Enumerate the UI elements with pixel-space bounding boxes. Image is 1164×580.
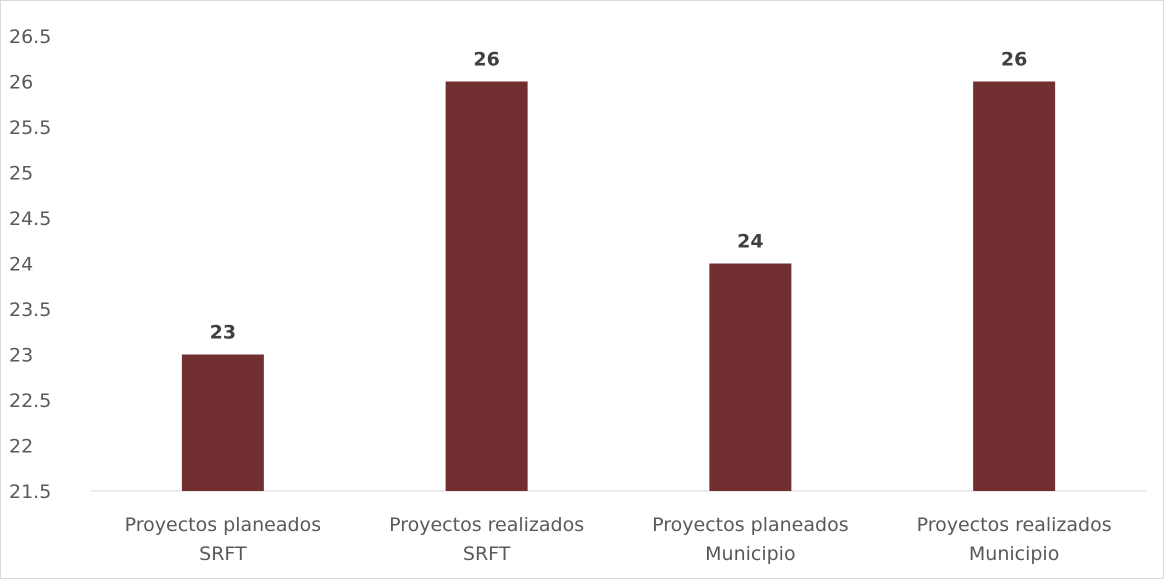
category-label: Municipio xyxy=(705,543,795,565)
bar xyxy=(973,81,1056,491)
data-label: 26 xyxy=(473,49,499,71)
data-label: 24 xyxy=(737,231,763,253)
y-tick-label: 26 xyxy=(9,72,33,94)
y-tick-label: 22 xyxy=(9,436,33,458)
category-label: SRFT xyxy=(199,543,247,565)
y-tick-label: 26.5 xyxy=(9,26,51,48)
y-tick-label: 25.5 xyxy=(9,117,51,139)
bar xyxy=(445,81,528,491)
data-label: 23 xyxy=(210,322,236,344)
category-label: Municipio xyxy=(969,543,1059,565)
y-tick-label: 23 xyxy=(9,345,33,367)
data-label: 26 xyxy=(1001,49,1027,71)
y-tick-label: 21.5 xyxy=(9,481,51,503)
category-label: SRFT xyxy=(463,543,511,565)
y-tick-label: 22.5 xyxy=(9,390,51,412)
bar xyxy=(709,263,792,491)
y-tick-label: 25 xyxy=(9,163,33,185)
y-tick-label: 23.5 xyxy=(9,299,51,321)
bar xyxy=(181,354,264,491)
category-label: Proyectos planeados xyxy=(125,514,321,536)
y-tick-label: 24 xyxy=(9,254,33,276)
category-label: Proyectos realizados xyxy=(389,514,584,536)
y-tick-label: 24.5 xyxy=(9,208,51,230)
category-label: Proyectos planeados xyxy=(652,514,848,536)
category-label: Proyectos realizados xyxy=(917,514,1112,536)
